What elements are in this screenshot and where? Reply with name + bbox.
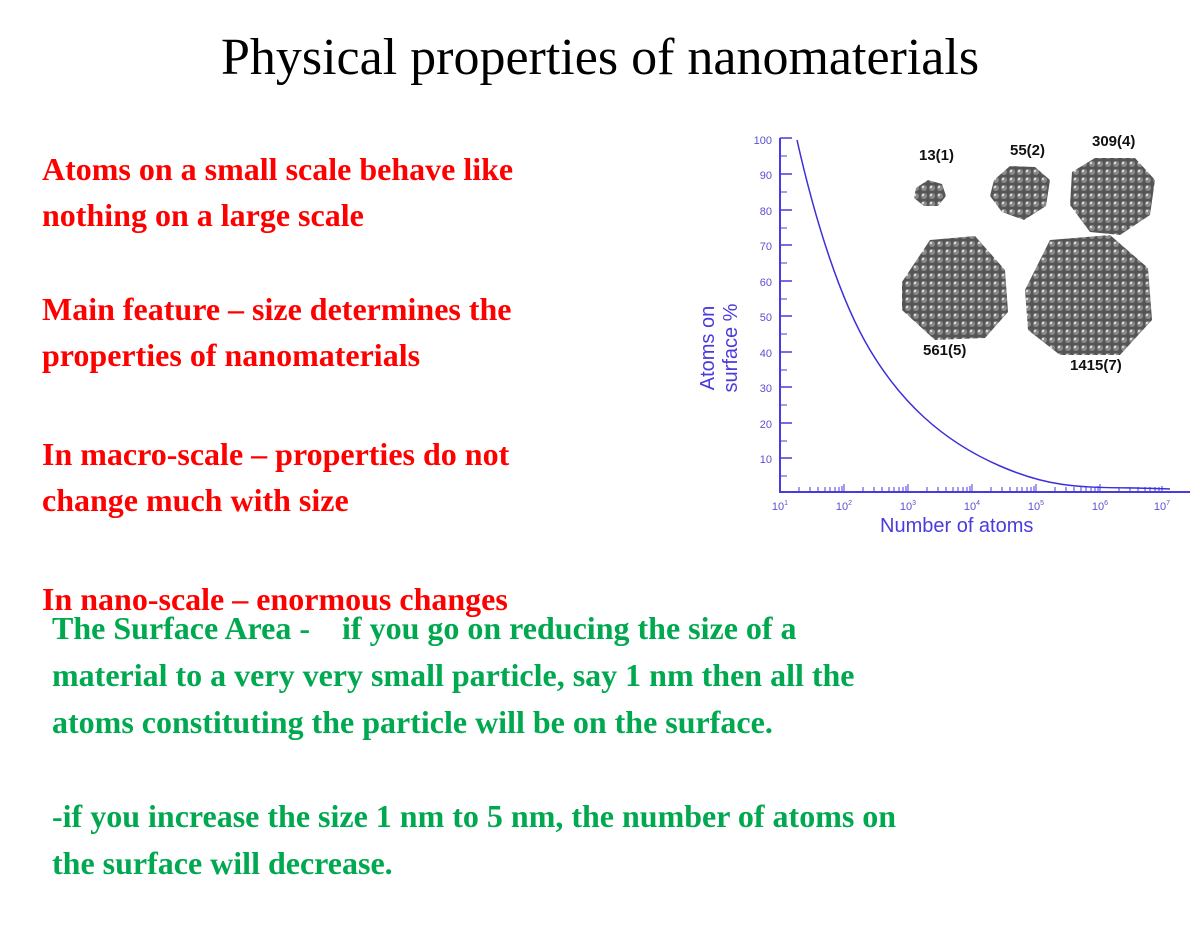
cluster-561 bbox=[902, 236, 1008, 340]
svg-text:105: 105 bbox=[1028, 500, 1044, 513]
cluster-1415 bbox=[1025, 235, 1152, 355]
cluster-label-561: 561(5) bbox=[923, 342, 967, 359]
green-line-3: atoms constituting the particle will be … bbox=[52, 704, 773, 740]
point-4: In nano-scale – enormous changes bbox=[42, 576, 508, 622]
cluster-309 bbox=[1070, 158, 1155, 235]
cluster-label-1415: 1415(7) bbox=[1070, 357, 1122, 374]
svg-text:50: 50 bbox=[760, 312, 772, 324]
svg-text:80: 80 bbox=[760, 206, 772, 218]
svg-text:30: 30 bbox=[760, 383, 772, 395]
cluster-label-13: 13(1) bbox=[919, 147, 955, 164]
point-1-line2: nothing on a large scale bbox=[42, 197, 364, 233]
x-axis-label: Number of atoms bbox=[880, 515, 1034, 537]
point-1-line1: Atoms on a small scale behave like bbox=[42, 151, 514, 187]
svg-text:90: 90 bbox=[760, 170, 772, 182]
cluster-55 bbox=[990, 166, 1050, 220]
svg-text:103: 103 bbox=[900, 500, 916, 513]
svg-text:101: 101 bbox=[772, 500, 788, 513]
svg-text:104: 104 bbox=[964, 500, 980, 513]
slide-title: Physical properties of nanomaterials bbox=[220, 29, 980, 86]
svg-text:60: 60 bbox=[760, 277, 772, 289]
svg-text:10: 10 bbox=[760, 454, 772, 466]
point-2-line1: Main feature – size determines the bbox=[42, 291, 512, 327]
point-2: Main feature – size determines the prope… bbox=[42, 286, 512, 378]
point-2-line2: properties of nanomaterials bbox=[42, 337, 421, 373]
svg-text:107: 107 bbox=[1154, 500, 1170, 513]
svg-text:70: 70 bbox=[760, 241, 772, 253]
green-line-2: material to a very very small particle, … bbox=[52, 657, 855, 693]
point-1: Atoms on a small scale behave like nothi… bbox=[42, 146, 513, 238]
cluster-13 bbox=[914, 180, 946, 206]
cluster-label-55: 55(2) bbox=[1010, 142, 1046, 159]
svg-text:102: 102 bbox=[836, 500, 852, 513]
svg-text:100: 100 bbox=[754, 135, 772, 147]
svg-text:106: 106 bbox=[1092, 500, 1108, 513]
cluster-label-309: 309(4) bbox=[1092, 133, 1136, 150]
surface-area-paragraph: The Surface Area - if you go on reducing… bbox=[52, 605, 896, 887]
green-line-1: The Surface Area - if you go on reducing… bbox=[52, 610, 797, 646]
point-3-line1: In macro-scale – properties do not bbox=[42, 436, 510, 472]
svg-text:40: 40 bbox=[760, 348, 772, 360]
svg-text:20: 20 bbox=[760, 419, 772, 431]
point-3-line2: change much with size bbox=[42, 482, 349, 518]
green-line-5: the surface will decrease. bbox=[52, 845, 393, 881]
point-4-line1: In nano-scale – enormous changes bbox=[42, 581, 508, 617]
green-line-4: -if you increase the size 1 nm to 5 nm, … bbox=[52, 798, 897, 834]
point-3: In macro-scale – properties do not chang… bbox=[42, 431, 509, 523]
surface-atoms-chart: 100 90 80 70 60 50 40 30 20 10 101 102 1 bbox=[754, 135, 1190, 513]
